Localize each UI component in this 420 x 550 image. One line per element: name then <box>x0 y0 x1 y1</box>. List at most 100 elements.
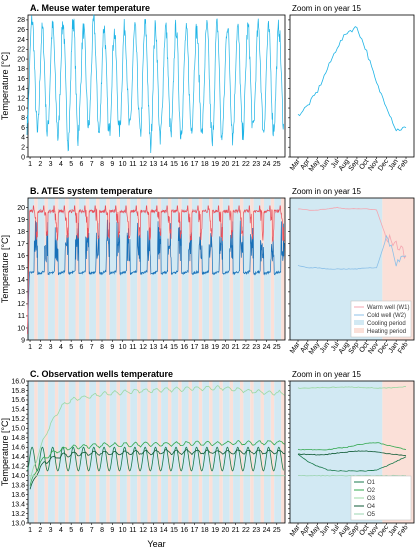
x-tick-label: 17 <box>191 161 199 168</box>
x-tick-label: 11 <box>129 344 136 351</box>
x-tick-label: 16 <box>180 527 188 534</box>
legend-swatch <box>354 320 364 325</box>
period-bands <box>27 198 285 340</box>
heating-band <box>281 381 285 523</box>
x-axis-label: Year <box>147 539 165 549</box>
cooling-band <box>99 198 107 340</box>
x-tick-label: 11 <box>129 527 136 534</box>
x-tick-label: 1 <box>28 161 32 168</box>
y-tick-label: 14.0 <box>11 473 25 480</box>
cooling-band <box>161 198 169 340</box>
x-tick-label: 2 <box>38 344 42 351</box>
cooling-band <box>171 198 179 340</box>
cooling-band <box>120 198 127 340</box>
x-tick-label: 22 <box>242 161 250 168</box>
x-tick-label: 19 <box>211 344 219 351</box>
y-tick-label: 18 <box>17 66 25 73</box>
zoom-series-o1-line <box>297 453 407 472</box>
heating-band <box>229 198 234 340</box>
series-o4-line <box>29 448 285 490</box>
heating-band <box>34 198 38 340</box>
x-tick-label: 16 <box>180 344 188 351</box>
zoom-x-tick-label: Feb <box>397 524 410 538</box>
legend-label: O3 <box>367 496 376 502</box>
chart-c: C. Observation wells temperature 13.0 13.2… <box>0 369 290 534</box>
x-tick-label: 5 <box>69 344 73 351</box>
zoom-series-o3-line <box>297 386 407 389</box>
zoom-x-tick-label: Jun <box>319 524 331 537</box>
heating-band <box>85 381 90 523</box>
y-tick-label: 12 <box>17 96 25 103</box>
x-tick-label: 12 <box>139 527 147 534</box>
x-tick-label: 8 <box>100 344 104 351</box>
x-tick-label: 2 <box>38 527 42 534</box>
y-tick-label: 16 <box>17 76 25 83</box>
cooling-band <box>37 198 45 340</box>
x-tick-label: 12 <box>139 161 147 168</box>
x-tick-label: 6 <box>80 344 84 351</box>
x-tick-label: 9 <box>110 161 114 168</box>
zoom-series-warm-well-w1--line <box>297 206 407 260</box>
x-tick-label: 17 <box>191 344 199 351</box>
x-tick-label: 20 <box>221 527 229 534</box>
series-warm-well-line <box>27 205 285 334</box>
x-tick-label: 5 <box>69 527 73 534</box>
heating-band <box>75 381 79 523</box>
legend-label: O4 <box>367 504 376 510</box>
y-axis: 9 10 11 12 13 14 15 16 17 18 19 20 Temperature [°C] <box>0 205 290 344</box>
x-tick-label: 4 <box>59 344 63 351</box>
zoom-x-tick-label: Jul <box>330 158 341 170</box>
y-tick-label: 8 <box>21 115 25 122</box>
cooling-band <box>191 198 199 340</box>
zoom-series-o4-line <box>297 450 407 457</box>
y-tick-label: 2 <box>21 145 25 152</box>
x-tick-label: 23 <box>252 527 260 534</box>
x-tick-label: 9 <box>110 527 114 534</box>
zoom-x-tick-label: Jul <box>330 524 341 536</box>
x-axis: 1 2 3 4 5 6 7 8 9 10 11 12 13 14 15 16 17 18 19 20 21 22 23 24 2… <box>28 340 281 351</box>
heating-band <box>126 198 131 340</box>
y-tick-label: 16.0 <box>11 378 25 385</box>
cooling-band <box>140 198 148 340</box>
y-tick-label: 14.4 <box>11 454 25 461</box>
x-tick-label: 15 <box>170 527 178 534</box>
zoom-x-tick-label: Feb <box>397 158 410 172</box>
heating-band <box>178 381 182 523</box>
heating-band <box>219 198 223 340</box>
y-tick-label: 26 <box>17 27 25 34</box>
x-tick-label: 24 <box>263 527 271 534</box>
y-tick-label: 15.0 <box>11 426 25 433</box>
y-tick-label: 15.4 <box>11 407 25 414</box>
heating-band <box>106 381 110 523</box>
heating-band <box>44 198 49 340</box>
heating-band <box>209 381 213 523</box>
x-tick-label: 12 <box>139 344 147 351</box>
y-axis-label: Temperature [°C] <box>0 52 10 120</box>
heating-band <box>147 198 151 340</box>
x-tick-label: 19 <box>211 527 219 534</box>
x-tick-label: 7 <box>90 161 94 168</box>
heating-band <box>260 381 264 523</box>
y-tick-label: 13.2 <box>11 511 25 518</box>
legend-label: Heating period <box>367 329 406 335</box>
x-tick-label: 22 <box>242 344 250 351</box>
cooling-band <box>253 198 261 340</box>
x-tick-label: 18 <box>201 527 209 534</box>
x-tick-label: 19 <box>211 161 219 168</box>
y-tick-label: 28 <box>17 17 25 24</box>
cooling-band <box>150 198 158 340</box>
y-tick-label: 15.8 <box>11 388 25 395</box>
cooling-band <box>78 198 86 340</box>
zoom-title: Zoom in on year 15 <box>292 370 361 379</box>
cooling-band <box>48 198 55 340</box>
chart-title: C. Observation wells temperature <box>30 369 173 379</box>
x-tick-label: 8 <box>100 527 104 534</box>
x-tick-label: 13 <box>150 161 158 168</box>
plot-frame <box>27 14 286 158</box>
x-tick-label: 22 <box>242 527 250 534</box>
x-tick-label: 24 <box>263 344 271 351</box>
x-tick-label: 4 <box>59 161 63 168</box>
y-tick-label: 14 <box>17 86 25 93</box>
x-tick-label: 7 <box>90 527 94 534</box>
x-tick-label: 16 <box>180 161 188 168</box>
